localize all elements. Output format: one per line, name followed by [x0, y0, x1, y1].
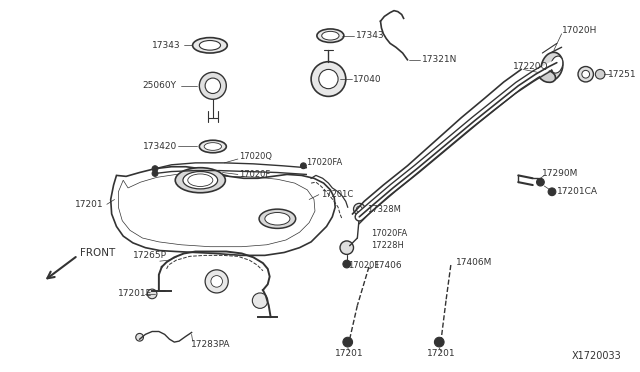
Text: 17201E: 17201E: [118, 289, 153, 298]
Text: 17321N: 17321N: [422, 55, 458, 64]
Text: 17220Q: 17220Q: [513, 62, 549, 71]
Circle shape: [205, 78, 221, 93]
Text: 17343: 17343: [356, 31, 385, 40]
Text: 17343: 17343: [152, 41, 180, 50]
Circle shape: [147, 289, 157, 299]
Ellipse shape: [199, 140, 227, 153]
Circle shape: [301, 163, 307, 169]
Circle shape: [595, 70, 605, 79]
Text: 17020F: 17020F: [239, 170, 270, 179]
Circle shape: [343, 260, 351, 268]
Ellipse shape: [541, 52, 563, 81]
Ellipse shape: [175, 168, 225, 193]
Ellipse shape: [322, 31, 339, 40]
Text: 17406: 17406: [374, 260, 403, 269]
Text: 17328M: 17328M: [367, 205, 401, 214]
Text: 17020Q: 17020Q: [239, 152, 272, 161]
Ellipse shape: [183, 171, 218, 189]
Circle shape: [152, 166, 158, 171]
Circle shape: [152, 171, 158, 176]
Text: 17228H: 17228H: [371, 241, 404, 250]
Text: 17265P: 17265P: [133, 251, 167, 260]
Ellipse shape: [193, 38, 227, 53]
Text: 17283PA: 17283PA: [191, 340, 230, 349]
Ellipse shape: [188, 174, 213, 186]
Circle shape: [199, 72, 227, 99]
Circle shape: [311, 62, 346, 96]
Circle shape: [211, 276, 223, 287]
Text: 17406M: 17406M: [456, 258, 492, 267]
Circle shape: [353, 203, 365, 215]
Text: 17020F: 17020F: [348, 260, 379, 269]
Circle shape: [356, 206, 362, 212]
Ellipse shape: [204, 142, 221, 150]
Text: 17201: 17201: [75, 200, 104, 209]
Circle shape: [548, 188, 556, 196]
Circle shape: [536, 178, 544, 186]
Ellipse shape: [199, 41, 221, 50]
Circle shape: [582, 70, 589, 78]
Circle shape: [578, 67, 593, 82]
Polygon shape: [111, 167, 335, 255]
Text: 17201: 17201: [427, 349, 455, 358]
Text: 17040: 17040: [353, 74, 381, 84]
Text: 17020FA: 17020FA: [307, 158, 342, 167]
Circle shape: [252, 293, 268, 308]
Text: 173420: 173420: [143, 142, 177, 151]
Text: FRONT: FRONT: [80, 248, 115, 258]
Text: 17201CA: 17201CA: [557, 187, 598, 196]
Circle shape: [319, 70, 338, 89]
Text: 17201: 17201: [335, 349, 364, 358]
Ellipse shape: [539, 70, 556, 82]
Circle shape: [343, 337, 353, 347]
Text: X1720033: X1720033: [572, 350, 621, 360]
Text: 17201C: 17201C: [321, 190, 353, 199]
Text: 17020FA: 17020FA: [371, 229, 407, 238]
Text: 17290M: 17290M: [542, 169, 579, 178]
Circle shape: [435, 337, 444, 347]
Circle shape: [205, 270, 228, 293]
Circle shape: [340, 241, 353, 254]
Circle shape: [136, 333, 143, 341]
Ellipse shape: [317, 29, 344, 42]
Text: 17251: 17251: [608, 70, 637, 79]
Ellipse shape: [259, 209, 296, 228]
Ellipse shape: [265, 212, 290, 225]
Ellipse shape: [551, 56, 563, 73]
Text: 25060Y: 25060Y: [143, 81, 177, 90]
Text: 17020H: 17020H: [562, 26, 597, 35]
